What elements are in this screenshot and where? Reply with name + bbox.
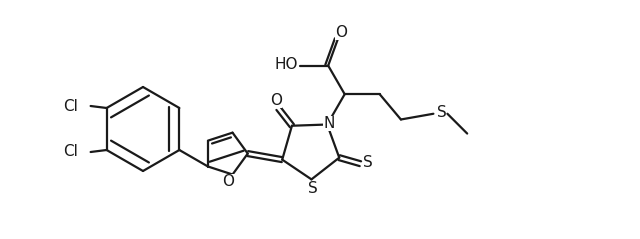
Text: Cl: Cl [63,98,78,114]
Text: O: O [223,174,234,189]
Text: S: S [308,181,317,196]
Text: O: O [270,93,282,108]
Text: HO: HO [275,57,298,72]
Text: S: S [362,155,372,170]
Text: Cl: Cl [63,145,78,159]
Text: N: N [323,116,335,131]
Text: S: S [436,105,446,120]
Text: O: O [335,25,347,40]
